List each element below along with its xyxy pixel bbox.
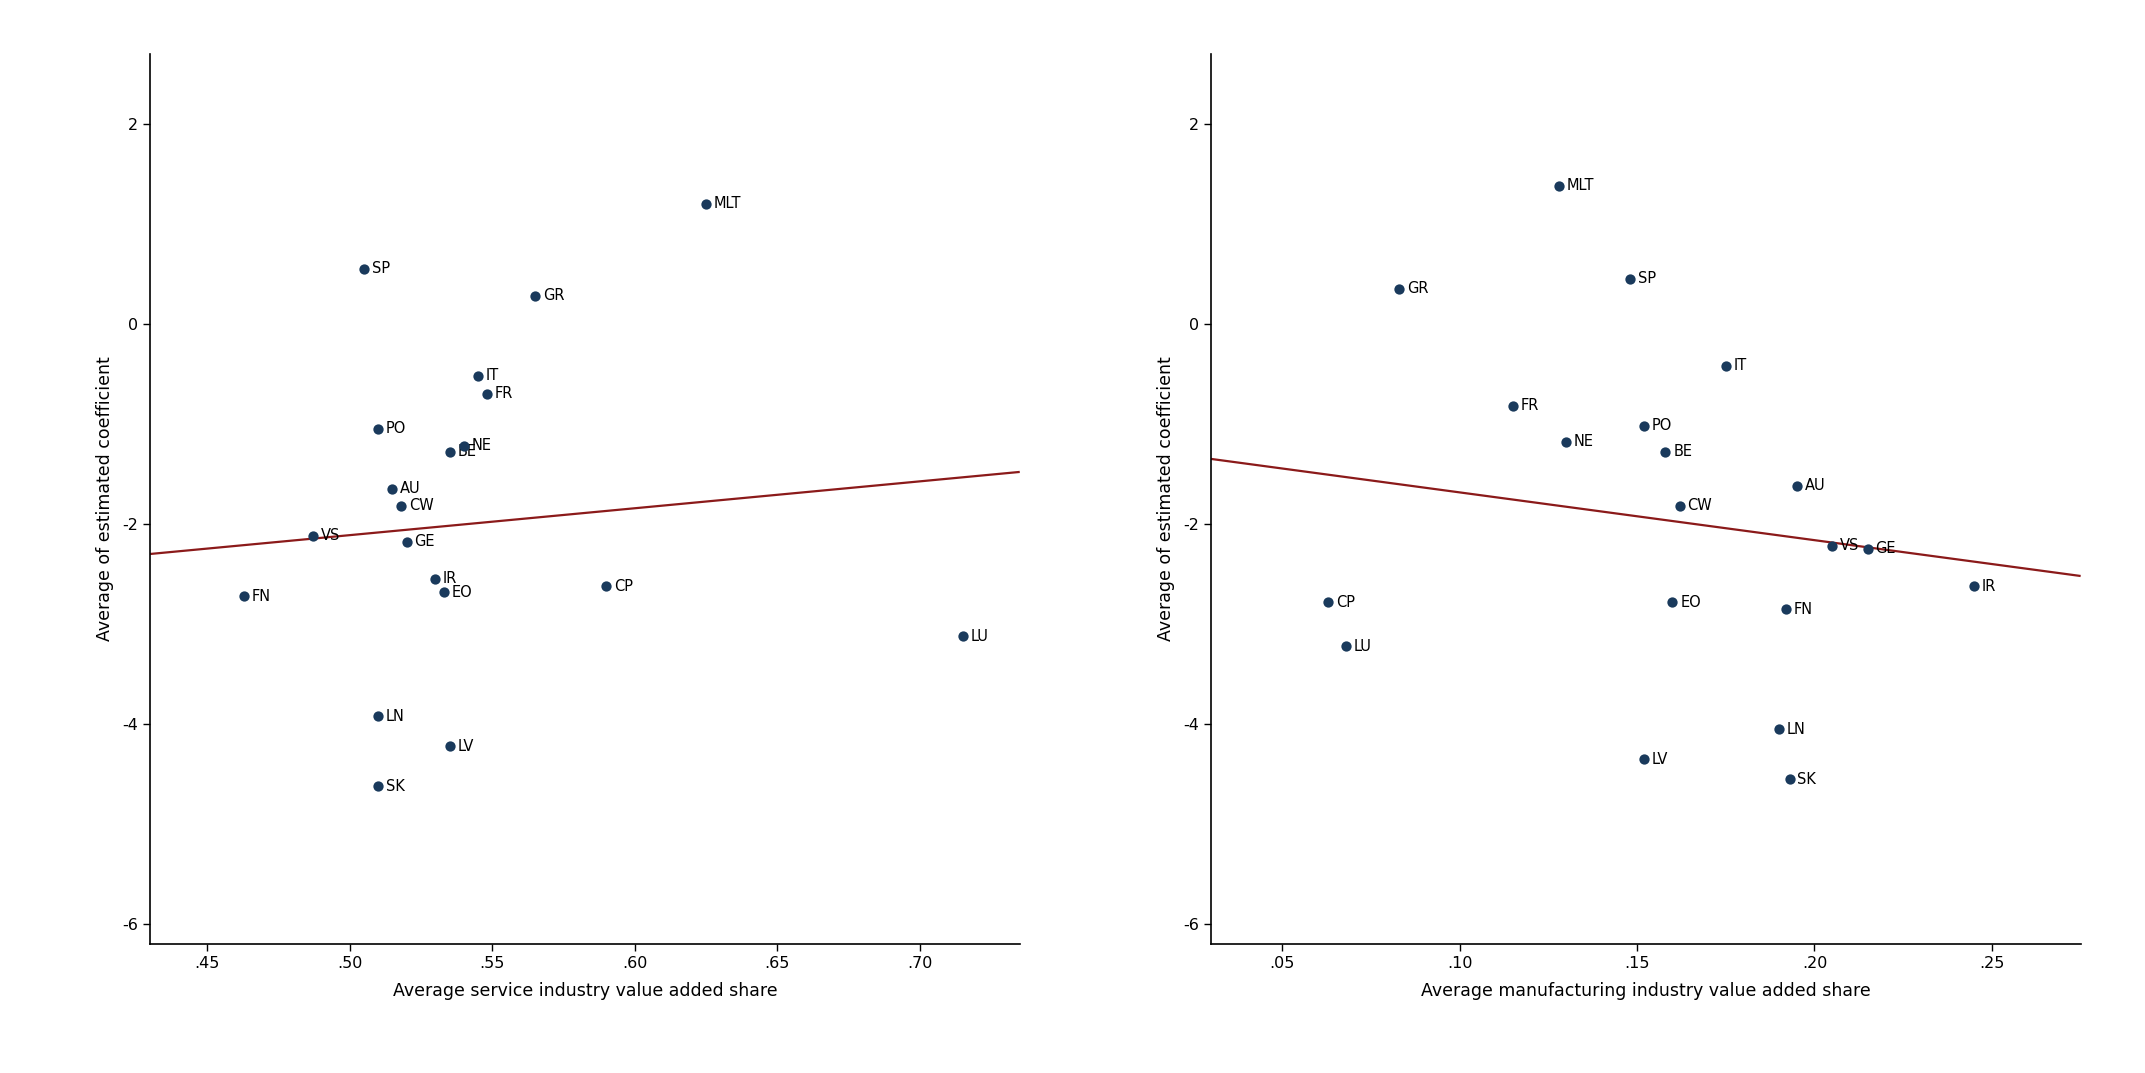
Text: CW: CW: [1688, 499, 1712, 514]
Point: [1761, 720, 1795, 737]
Text: LV: LV: [1652, 751, 1669, 766]
Text: PO: PO: [386, 422, 405, 437]
Point: [227, 587, 262, 604]
Point: [1772, 770, 1806, 788]
Point: [470, 385, 504, 402]
Text: IR: IR: [444, 572, 457, 587]
Point: [446, 438, 480, 455]
Text: SP: SP: [1637, 271, 1656, 286]
X-axis label: Average manufacturing industry value added share: Average manufacturing industry value add…: [1420, 982, 1870, 1000]
Text: VS: VS: [320, 529, 339, 543]
Text: LU: LU: [1353, 638, 1371, 653]
Text: FR: FR: [493, 386, 513, 401]
Point: [360, 778, 395, 795]
Text: GE: GE: [414, 534, 435, 549]
Text: BE: BE: [457, 444, 476, 459]
Text: BE: BE: [1673, 444, 1692, 459]
Point: [1662, 498, 1697, 515]
Point: [1956, 577, 1991, 594]
Point: [461, 367, 495, 384]
Point: [360, 707, 395, 724]
Text: FN: FN: [1793, 602, 1813, 617]
Text: FR: FR: [1521, 398, 1538, 413]
Text: AU: AU: [1804, 479, 1825, 494]
Text: CW: CW: [410, 499, 433, 514]
Point: [433, 443, 468, 460]
Point: [1549, 433, 1583, 451]
Text: EO: EO: [453, 585, 472, 600]
Point: [1780, 477, 1815, 495]
Text: IT: IT: [487, 368, 500, 383]
Text: AU: AU: [401, 482, 420, 497]
Text: IR: IR: [1982, 578, 1997, 593]
Point: [360, 421, 395, 438]
Text: SK: SK: [386, 779, 405, 794]
Point: [1328, 637, 1362, 655]
Point: [1626, 417, 1660, 435]
Text: GR: GR: [543, 289, 564, 304]
Text: LN: LN: [386, 708, 405, 723]
Point: [1656, 593, 1690, 611]
Y-axis label: Average of estimated coefficient: Average of estimated coefficient: [97, 356, 114, 642]
Point: [1815, 538, 1849, 555]
Point: [427, 584, 461, 601]
Point: [689, 195, 723, 212]
Point: [1542, 177, 1577, 194]
Point: [1311, 593, 1345, 611]
Point: [1495, 397, 1529, 414]
Text: IT: IT: [1733, 358, 1746, 373]
Text: EO: EO: [1680, 594, 1701, 609]
Point: [433, 737, 468, 754]
Text: CP: CP: [1336, 594, 1356, 609]
Text: GR: GR: [1407, 281, 1429, 296]
Text: GE: GE: [1875, 542, 1896, 557]
Point: [347, 261, 382, 278]
Text: SK: SK: [1798, 771, 1817, 787]
Point: [1770, 601, 1804, 618]
Point: [418, 571, 453, 588]
Point: [390, 533, 425, 550]
Text: MLT: MLT: [1566, 178, 1594, 193]
Text: SP: SP: [371, 262, 390, 276]
Y-axis label: Average of estimated coefficient: Average of estimated coefficient: [1156, 356, 1175, 642]
Text: PO: PO: [1652, 418, 1673, 433]
Text: VS: VS: [1840, 539, 1860, 554]
Text: NE: NE: [472, 439, 491, 454]
Text: CP: CP: [613, 578, 633, 593]
Point: [1626, 750, 1660, 767]
Point: [1851, 541, 1885, 558]
Text: LU: LU: [970, 629, 989, 644]
Point: [1710, 357, 1744, 374]
Point: [1613, 270, 1647, 288]
Point: [517, 288, 551, 305]
Text: FN: FN: [253, 588, 270, 603]
Point: [1381, 280, 1416, 297]
Text: MLT: MLT: [714, 196, 742, 211]
Point: [1647, 443, 1682, 460]
Text: NE: NE: [1574, 435, 1594, 450]
Point: [296, 528, 330, 545]
Text: LV: LV: [457, 738, 474, 753]
X-axis label: Average service industry value added share: Average service industry value added sha…: [393, 982, 776, 1000]
Point: [375, 481, 410, 498]
Point: [946, 628, 980, 645]
Point: [590, 577, 624, 594]
Text: LN: LN: [1787, 722, 1806, 736]
Point: [384, 498, 418, 515]
